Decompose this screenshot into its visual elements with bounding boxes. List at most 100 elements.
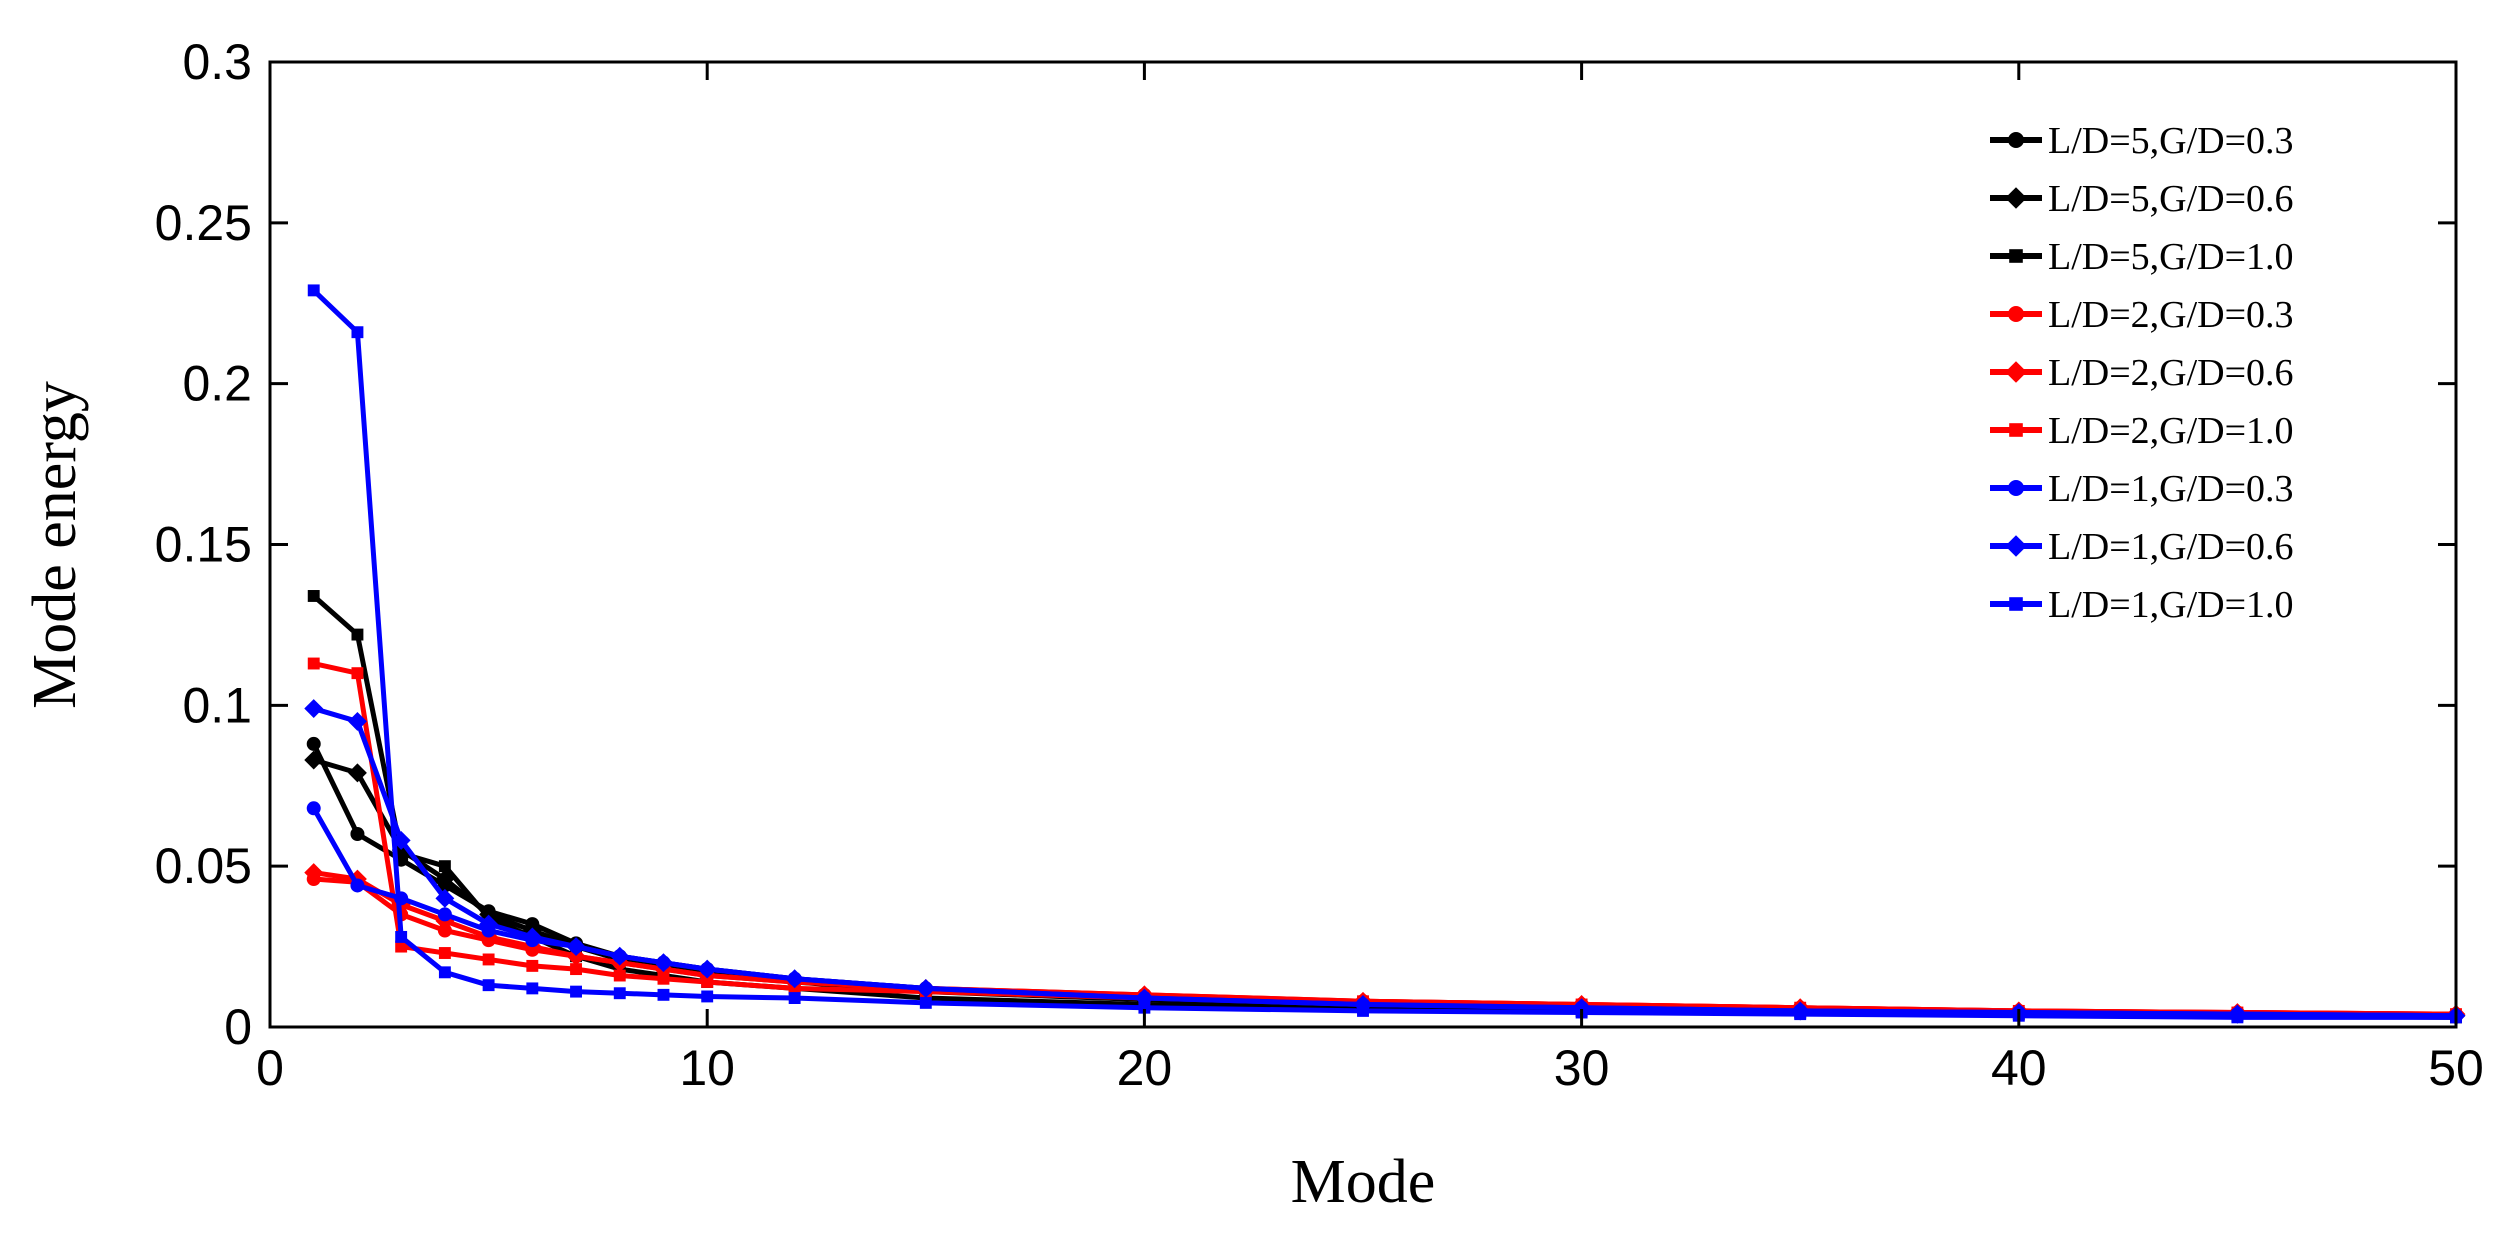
legend-label: L/D=5,G/D=1.0 — [2048, 236, 2294, 278]
y-tick-label: 0.2 — [182, 356, 252, 412]
data-point — [306, 736, 321, 751]
data-point — [613, 987, 626, 1000]
data-point — [395, 847, 408, 860]
series-7 — [306, 801, 2463, 1023]
legend-marker — [2008, 132, 2024, 148]
data-point — [435, 888, 455, 908]
legend-label: L/D=2,G/D=0.3 — [2048, 294, 2294, 336]
legend: L/D=5,G/D=0.3 L/D=5,G/D=0.6 L/D=5,G/D=1.0 L… — [1990, 120, 2294, 626]
data-point — [351, 326, 364, 339]
data-point — [610, 946, 630, 966]
x-tick-label: 0 — [256, 1040, 284, 1096]
data-point — [701, 976, 714, 988]
data-point — [1138, 1001, 1151, 1014]
x-axis-title: Mode — [1291, 1148, 1436, 1216]
legend-label: L/D=5,G/D=0.6 — [2048, 178, 2294, 220]
legend-marker — [2009, 423, 2023, 437]
y-tick-label: 0.15 — [155, 517, 252, 573]
data-point — [438, 947, 451, 959]
data-point — [482, 979, 495, 992]
series-line — [312, 594, 2457, 1020]
data-point — [1134, 988, 1154, 1008]
data-point — [437, 907, 452, 922]
data-point — [1357, 1004, 1369, 1017]
x-tick-label: 50 — [2428, 1040, 2484, 1096]
data-point — [785, 969, 805, 989]
y-tick-label: 0 — [224, 999, 252, 1055]
data-point — [657, 972, 670, 985]
legend-marker — [2005, 535, 2027, 557]
data-point — [482, 953, 495, 966]
legend-label: L/D=2,G/D=1.0 — [2048, 410, 2294, 452]
data-point — [2231, 1011, 2244, 1024]
series-line — [311, 807, 2457, 1019]
y-tick-label: 0.25 — [155, 195, 252, 251]
legend-label: L/D=1,G/D=0.3 — [2048, 468, 2294, 510]
data-point — [526, 982, 539, 995]
series-9 — [307, 284, 2462, 1024]
series-layer — [304, 284, 2466, 1026]
legend-item: L/D=1,G/D=0.6 — [1990, 526, 2294, 568]
data-point — [350, 827, 365, 841]
legend-item: L/D=5,G/D=0.3 — [1990, 120, 2294, 162]
y-axis-title: Mode energy — [21, 381, 89, 709]
data-point — [654, 953, 673, 973]
data-point — [438, 966, 451, 979]
x-tick-label: 20 — [1117, 1040, 1173, 1096]
series-2 — [304, 750, 2466, 1026]
legend-marker — [2008, 480, 2024, 496]
legend-item: L/D=5,G/D=1.0 — [1990, 236, 2294, 278]
data-point — [613, 969, 626, 982]
data-point — [570, 985, 582, 998]
data-point — [701, 990, 714, 1003]
legend-marker — [2005, 187, 2027, 209]
data-point — [351, 628, 364, 641]
legend-label: L/D=2,G/D=0.6 — [2048, 352, 2294, 394]
data-point — [1794, 1008, 1807, 1021]
x-tick-label: 30 — [1554, 1040, 1610, 1096]
legend-label: L/D=1,G/D=0.6 — [2048, 526, 2294, 568]
ticks-layer: 0 10 20 30 40 50 0 0.05 0.1 0.15 0.2 0.25 0.3 — [155, 34, 2484, 1096]
y-tick-label: 0.3 — [182, 34, 252, 90]
legend-item: L/D=2,G/D=0.3 — [1990, 294, 2294, 336]
data-point — [307, 657, 320, 670]
legend-label: L/D=1,G/D=1.0 — [2048, 584, 2294, 626]
data-point — [304, 863, 324, 883]
legend-item: L/D=5,G/D=0.6 — [1990, 178, 2294, 220]
series-4 — [306, 872, 2463, 1022]
data-point — [788, 982, 801, 995]
data-point — [438, 860, 451, 873]
data-point — [566, 946, 586, 966]
data-point — [657, 988, 670, 1001]
data-point — [522, 927, 542, 947]
data-point — [916, 978, 936, 998]
series-line — [311, 288, 2456, 1020]
legend-item: L/D=2,G/D=1.0 — [1990, 410, 2294, 452]
data-point — [437, 923, 452, 938]
legend-item: L/D=1,G/D=0.3 — [1990, 468, 2294, 510]
data-point — [1353, 995, 1373, 1014]
data-point — [307, 284, 320, 297]
legend-marker — [2008, 306, 2024, 322]
data-point — [304, 750, 324, 770]
legend-item: L/D=1,G/D=1.0 — [1990, 584, 2294, 626]
data-point — [919, 996, 932, 1009]
y-tick-label: 0.1 — [182, 677, 252, 733]
data-point — [479, 914, 499, 934]
data-point — [304, 699, 324, 718]
data-point — [395, 930, 408, 943]
data-point — [347, 711, 367, 731]
legend-marker — [2005, 361, 2027, 383]
data-point — [350, 878, 365, 893]
x-tick-label: 10 — [679, 1040, 735, 1096]
data-point — [788, 992, 801, 1004]
y-tick-label: 0.05 — [155, 838, 252, 894]
data-point — [347, 763, 367, 783]
legend-marker — [2009, 249, 2023, 263]
data-point — [570, 963, 582, 976]
data-point — [395, 940, 408, 953]
data-point — [351, 667, 364, 680]
series-1 — [306, 736, 2463, 1023]
legend-item: L/D=2,G/D=0.6 — [1990, 352, 2294, 394]
